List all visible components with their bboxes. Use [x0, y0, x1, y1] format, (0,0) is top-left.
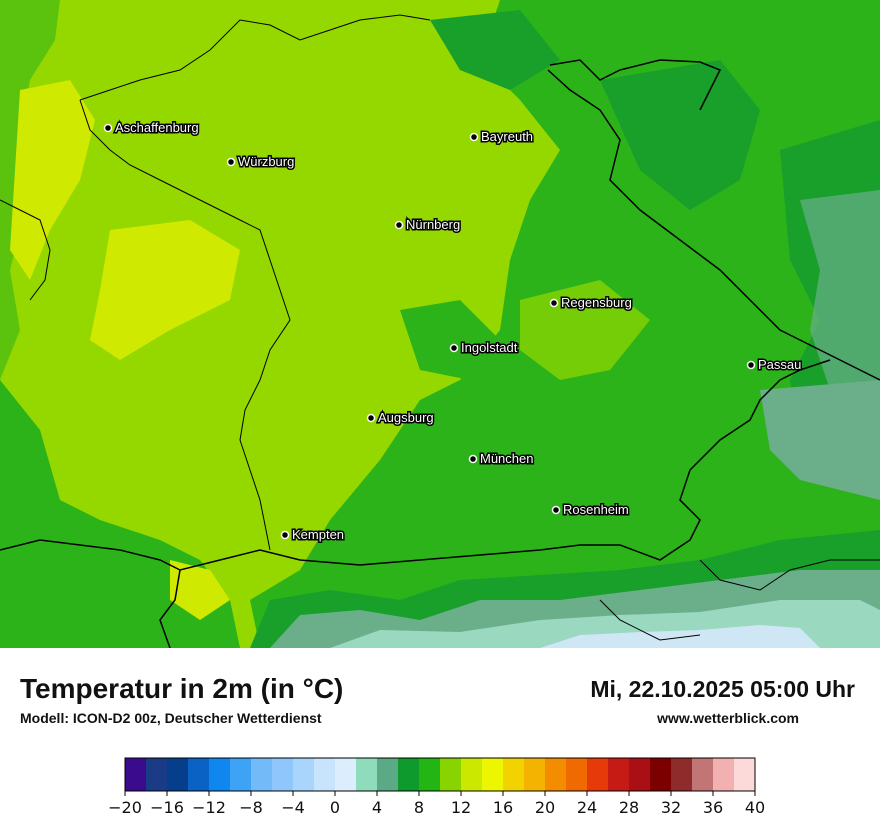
city-label: Passau — [758, 357, 801, 372]
colorbar-tick-label: −20 — [108, 798, 142, 817]
city-dot — [280, 530, 290, 540]
forecast-datetime: Mi, 22.10.2025 05:00 Uhr — [590, 676, 855, 702]
city-markers: Aschaffenburg Würzburg Bayreuth Nürnberg Reg… — [103, 119, 803, 544]
city-marker-passau: Passau — [746, 356, 803, 374]
colorbar-tick-label: 32 — [661, 798, 681, 817]
colorbar-tick-label: 36 — [703, 798, 723, 817]
city-label: Regensburg — [561, 295, 632, 310]
city-marker-augsburg: Augsburg — [366, 409, 435, 427]
colorbar-swatch — [440, 758, 462, 791]
colorbar-swatch — [293, 758, 315, 791]
colorbar-swatch — [419, 758, 441, 791]
colorbar-swatch — [482, 758, 504, 791]
city-dot — [549, 298, 559, 308]
colorbar-swatch — [377, 758, 399, 791]
city-label: Augsburg — [378, 410, 434, 425]
colorbar-swatch — [461, 758, 483, 791]
city-label: Kempten — [292, 527, 344, 542]
temperature-map: Aschaffenburg Würzburg Bayreuth Nürnberg Reg… — [0, 0, 880, 648]
city-dot — [226, 157, 236, 167]
colorbar-swatch — [272, 758, 294, 791]
colorbar-tick-label: 28 — [619, 798, 639, 817]
colorbar-tick-label: −12 — [192, 798, 226, 817]
city-label: München — [480, 451, 533, 466]
colorbar-swatch — [335, 758, 357, 791]
colorbar-frame — [124, 757, 756, 792]
colorbar-swatch — [671, 758, 693, 791]
colorbar-tick-label: 8 — [414, 798, 424, 817]
colorbar-swatch — [734, 758, 756, 791]
city-dot — [469, 132, 479, 142]
city-marker-würzburg: Würzburg — [226, 153, 296, 171]
city-marker-aschaffenburg: Aschaffenburg — [103, 119, 200, 137]
colorbar-swatch — [167, 758, 189, 791]
city-label: Nürnberg — [406, 217, 460, 232]
colorbar-swatch — [398, 758, 420, 791]
colorbar-swatch — [209, 758, 231, 791]
city-marker-rosenheim: Rosenheim — [551, 501, 630, 519]
city-dot — [551, 505, 561, 515]
colorbar-tick-label: 20 — [535, 798, 555, 817]
city-label: Würzburg — [238, 154, 294, 169]
colorbar-swatch — [188, 758, 210, 791]
temperature-colorbar: −20 −16 −12 −8 −4 0 4 8 12 16 20 24 28 32 36 40 — [108, 757, 765, 817]
colorbar-tick-label: 0 — [330, 798, 340, 817]
website-link[interactable]: www.wetterblick.com — [657, 710, 799, 726]
colorbar-swatch — [314, 758, 336, 791]
city-dot — [366, 413, 376, 423]
city-marker-münchen: München — [468, 450, 535, 468]
colorbar-swatch — [545, 758, 567, 791]
colorbar-swatch — [503, 758, 525, 791]
colorbar-tick-label: −4 — [281, 798, 305, 817]
city-dot — [394, 220, 404, 230]
colorbar-tick-label: −16 — [150, 798, 184, 817]
colorbar-swatch — [650, 758, 672, 791]
city-dot — [746, 360, 756, 370]
city-marker-ingolstadt: Ingolstadt — [449, 339, 519, 357]
colorbar-swatch — [251, 758, 273, 791]
city-label: Aschaffenburg — [115, 120, 199, 135]
city-label: Ingolstadt — [461, 340, 518, 355]
colorbar-swatch — [713, 758, 735, 791]
city-dot — [103, 123, 113, 133]
city-dot — [468, 454, 478, 464]
model-source: Modell: ICON-D2 00z, Deutscher Wetterdie… — [20, 710, 322, 726]
colorbar-swatch — [125, 758, 147, 791]
colorbar-swatch — [230, 758, 252, 791]
city-label: Rosenheim — [563, 502, 629, 517]
colorbar-tick-label: −8 — [239, 798, 263, 817]
colorbar-swatch — [146, 758, 168, 791]
colorbar-swatch — [608, 758, 630, 791]
map-footer: Temperatur in 2m (in °C) Modell: ICON-D2… — [0, 648, 880, 830]
colorbar-tick-label: 24 — [577, 798, 597, 817]
colorbar-tick-label: 16 — [493, 798, 513, 817]
city-label: Bayreuth — [481, 129, 533, 144]
colorbar-tick-label: 4 — [372, 798, 382, 817]
colorbar-swatch — [692, 758, 714, 791]
page-title: Temperatur in 2m (in °C) — [20, 673, 344, 704]
colorbar-swatch — [629, 758, 651, 791]
colorbar-tick-label: 40 — [745, 798, 765, 817]
city-marker-nürnberg: Nürnberg — [394, 216, 462, 234]
city-marker-regensburg: Regensburg — [549, 294, 633, 312]
colorbar-swatch — [524, 758, 546, 791]
city-marker-bayreuth: Bayreuth — [469, 128, 535, 146]
colorbar-swatch — [566, 758, 588, 791]
colorbar-swatch — [356, 758, 378, 791]
city-dot — [449, 343, 459, 353]
colorbar-swatch — [587, 758, 609, 791]
colorbar-tick-label: 12 — [451, 798, 471, 817]
city-marker-kempten: Kempten — [280, 526, 346, 544]
